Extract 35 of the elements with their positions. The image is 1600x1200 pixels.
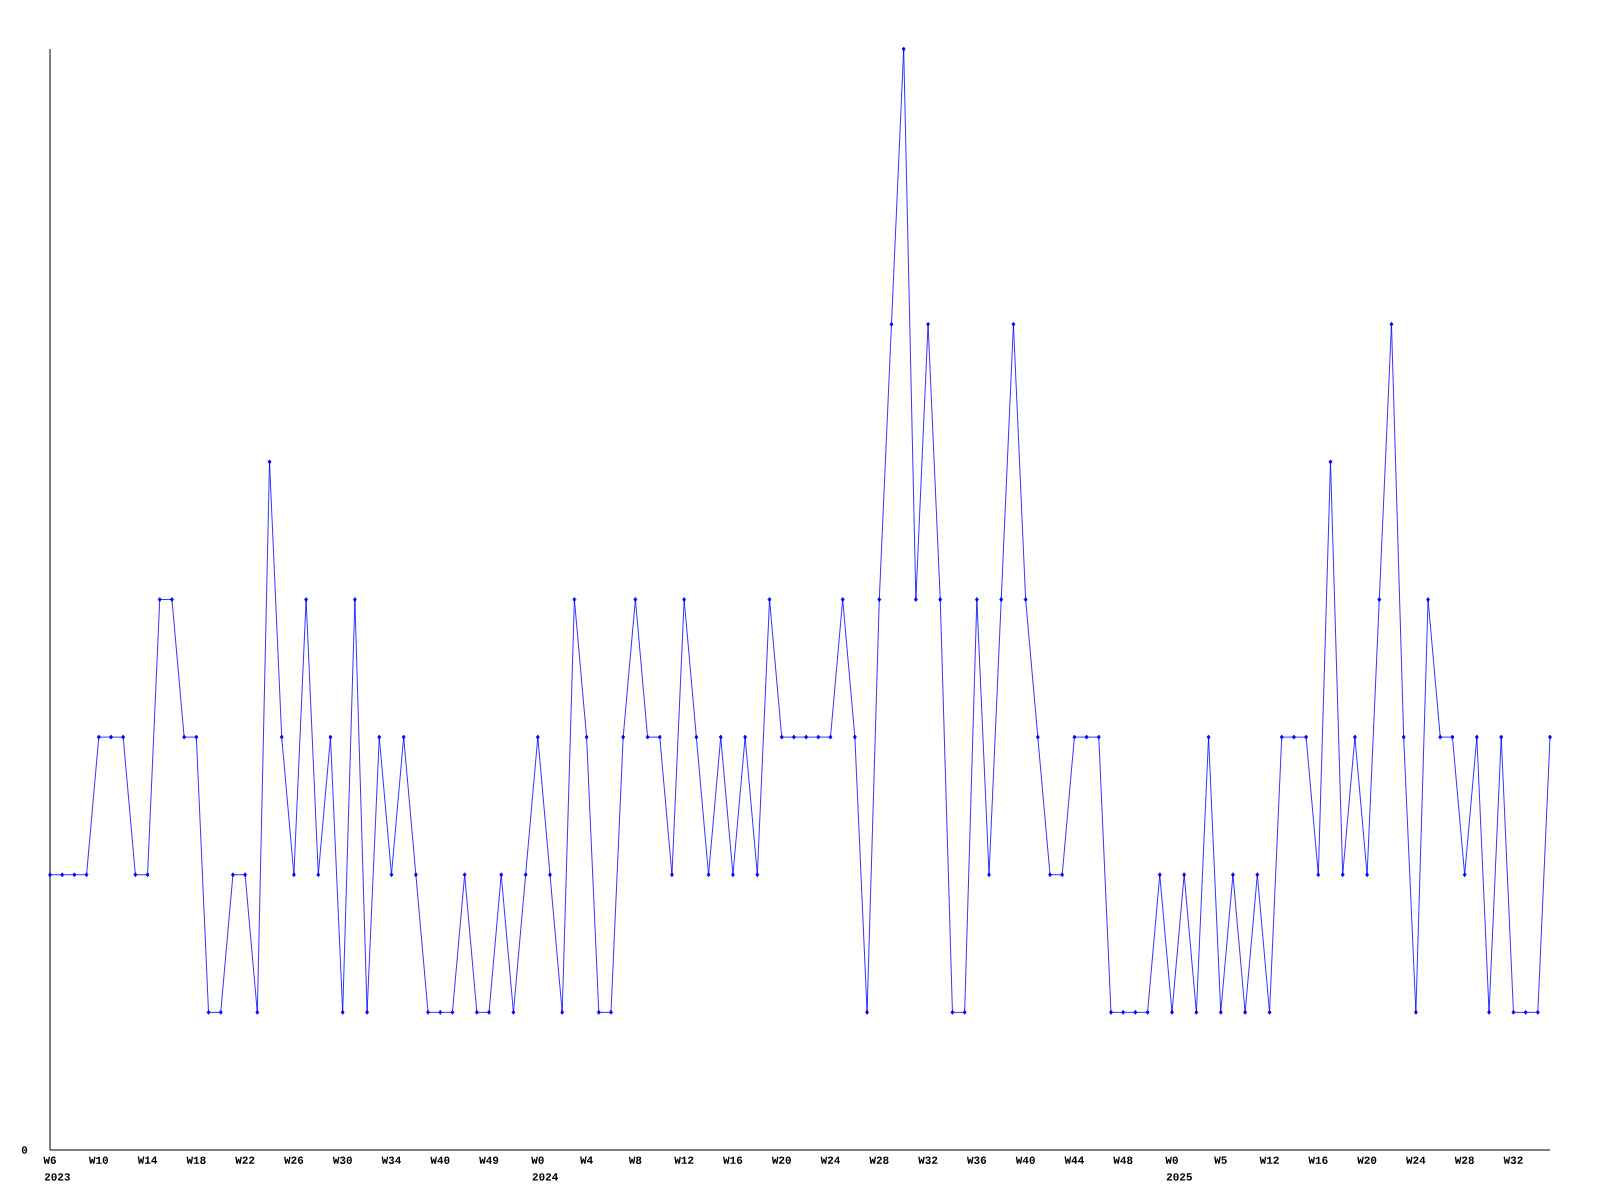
x-tick-label: W24	[820, 1156, 841, 1164]
x-tick-label: W44	[1064, 1156, 1084, 1164]
x-tick-label: W6	[43, 1156, 56, 1164]
x-tick-label: W8	[628, 1156, 642, 1164]
x-tick-label: W36	[966, 1156, 987, 1164]
text: 2025	[1166, 1173, 1192, 1181]
x-tick-label: W30	[332, 1156, 352, 1164]
x-tick-label: W48	[1113, 1156, 1133, 1164]
x-tick-label: W34	[381, 1156, 402, 1164]
x-tick-label: W32	[918, 1156, 938, 1164]
x-tick-label: W32	[1503, 1156, 1523, 1164]
x-tick-label: W22	[235, 1156, 255, 1164]
x-tick-label: W14	[137, 1156, 158, 1164]
x-tick-label: W26	[284, 1156, 304, 1164]
x-tick-label: W0	[1165, 1156, 1178, 1164]
text: 2023	[44, 1173, 70, 1181]
x-tick-label: W4	[580, 1156, 593, 1164]
x-tick-label: W24	[1406, 1156, 1426, 1164]
x-tick-label: W12	[674, 1156, 694, 1164]
x-tick-label: W20	[1357, 1156, 1377, 1164]
text: 2024	[532, 1173, 558, 1181]
x-tick-label: W20	[771, 1156, 791, 1164]
text: 0	[21, 1146, 28, 1154]
x-tick-label: W49	[479, 1156, 499, 1164]
x-tick-label: W40	[1015, 1156, 1035, 1164]
x-tick-label: W16	[723, 1156, 743, 1164]
x-tick-label: W0	[531, 1156, 544, 1164]
x-tick-label: W16	[1308, 1156, 1328, 1164]
x-tick-label: W10	[88, 1156, 109, 1164]
x-tick-label: W18	[186, 1156, 206, 1164]
x-tick-label: W28	[869, 1156, 889, 1164]
x-tick-label: W40	[430, 1156, 450, 1164]
x-tick-label: W5	[1214, 1156, 1227, 1164]
x-tick-label: W12	[1259, 1156, 1279, 1164]
x-tick-label: W28	[1454, 1156, 1474, 1164]
